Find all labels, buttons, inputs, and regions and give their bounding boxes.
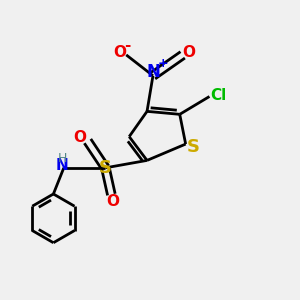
Text: O: O (113, 45, 126, 60)
Text: O: O (106, 194, 119, 208)
Text: -: - (124, 38, 131, 53)
Text: N: N (146, 63, 160, 81)
Text: S: S (99, 159, 112, 177)
Text: +: + (158, 57, 169, 70)
Text: O: O (183, 45, 196, 60)
Text: Cl: Cl (210, 88, 226, 103)
Text: O: O (74, 130, 87, 145)
Text: S: S (187, 138, 200, 156)
Text: N: N (56, 158, 69, 173)
Text: H: H (58, 152, 67, 164)
